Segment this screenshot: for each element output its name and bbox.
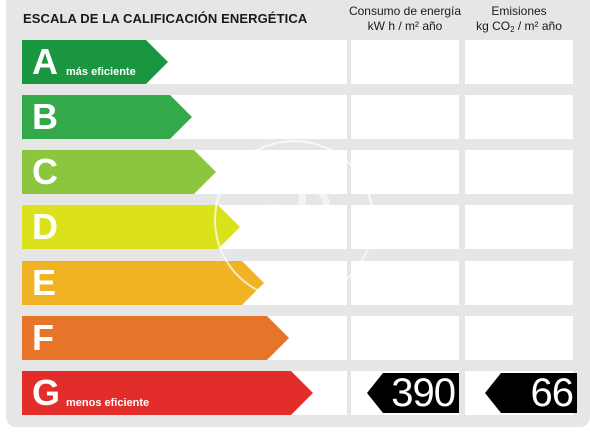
energy-column-label: Consumo de energía [348,4,462,18]
rating-letter: C [32,151,58,192]
rating-arrow-e: E [22,261,264,305]
emissions-cell-d [465,205,573,249]
rating-letter: G [32,372,61,413]
energy-value: 390 [391,371,456,415]
emissions-cell-e [465,261,573,305]
energy-cell-a [351,40,459,84]
rating-arrow-f: F [22,316,289,360]
rating-letter: A [32,41,58,82]
energy-column-unit: kW h / m² año [367,19,443,33]
rating-letter: D [32,206,58,247]
emissions-column-unit: kg CO2 / m² año [476,19,562,34]
rating-letter: B [32,96,58,137]
emissions-value: 66 [530,371,574,415]
emissions-cell-f [465,316,573,360]
energy-value-marker: 390 [367,373,459,413]
rating-arrow-d: D [22,205,240,249]
energy-cell-e [351,261,459,305]
rating-arrow-b: B [22,95,192,139]
emissions-column-header: Emisiones kg CO2 / m² año [461,4,577,37]
emissions-column-label: Emisiones [491,4,547,18]
energy-cell-c [351,150,459,194]
scale-title: ESCALA DE LA CALIFICACIÓN ENERGÉTICA [23,11,308,26]
rating-sublabel: más eficiente [66,66,136,78]
emissions-cell-b [465,95,573,139]
energy-cell-b [351,95,459,139]
rating-letter: F [32,317,54,358]
energy-cell-d [351,205,459,249]
energy-cell-f [351,316,459,360]
energy-column-header: Consumo de energía kW h / m² año [347,4,463,34]
emissions-cell-g: 66 [465,371,577,415]
rating-letter: E [32,262,57,303]
emissions-value-marker: 66 [485,373,577,413]
rating-arrow-c: C [22,150,216,194]
rating-sublabel: menos eficiente [66,397,150,409]
emissions-cell-c [465,150,573,194]
energy-cell-g: 390 [351,371,459,415]
emissions-cell-a [465,40,573,84]
